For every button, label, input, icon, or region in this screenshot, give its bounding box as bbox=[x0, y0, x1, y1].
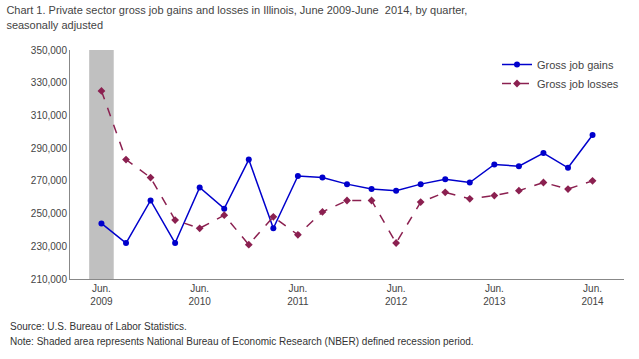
svg-text:Gross job losses: Gross job losses bbox=[537, 78, 619, 90]
svg-text:Jun.2011: Jun.2011 bbox=[287, 283, 309, 307]
svg-text:310,000: 310,000 bbox=[31, 110, 68, 121]
svg-text:230,000: 230,000 bbox=[31, 241, 68, 252]
svg-text:290,000: 290,000 bbox=[31, 143, 68, 154]
svg-text:Jun.2009: Jun.2009 bbox=[90, 283, 113, 307]
svg-text:250,000: 250,000 bbox=[31, 208, 68, 219]
svg-text:Jun.2014: Jun.2014 bbox=[581, 283, 604, 307]
svg-text:Source: U.S. Bureau of Labor S: Source: U.S. Bureau of Labor Statistics. bbox=[10, 321, 187, 332]
svg-text:Jun.2012: Jun.2012 bbox=[385, 283, 408, 307]
svg-text:210,000: 210,000 bbox=[31, 274, 68, 285]
svg-text:Gross job gains: Gross job gains bbox=[537, 59, 614, 71]
svg-text:Jun.2013: Jun.2013 bbox=[483, 283, 506, 307]
svg-text:Note: Shaded area represents N: Note: Shaded area represents National Bu… bbox=[10, 336, 474, 347]
svg-text:Jun.2010: Jun.2010 bbox=[189, 283, 212, 307]
svg-text:350,000: 350,000 bbox=[31, 45, 68, 56]
svg-text:270,000: 270,000 bbox=[31, 175, 68, 186]
svg-text:Chart 1. Private sector gross: Chart 1. Private sector gross job gains … bbox=[6, 4, 467, 30]
svg-text:330,000: 330,000 bbox=[31, 77, 68, 88]
